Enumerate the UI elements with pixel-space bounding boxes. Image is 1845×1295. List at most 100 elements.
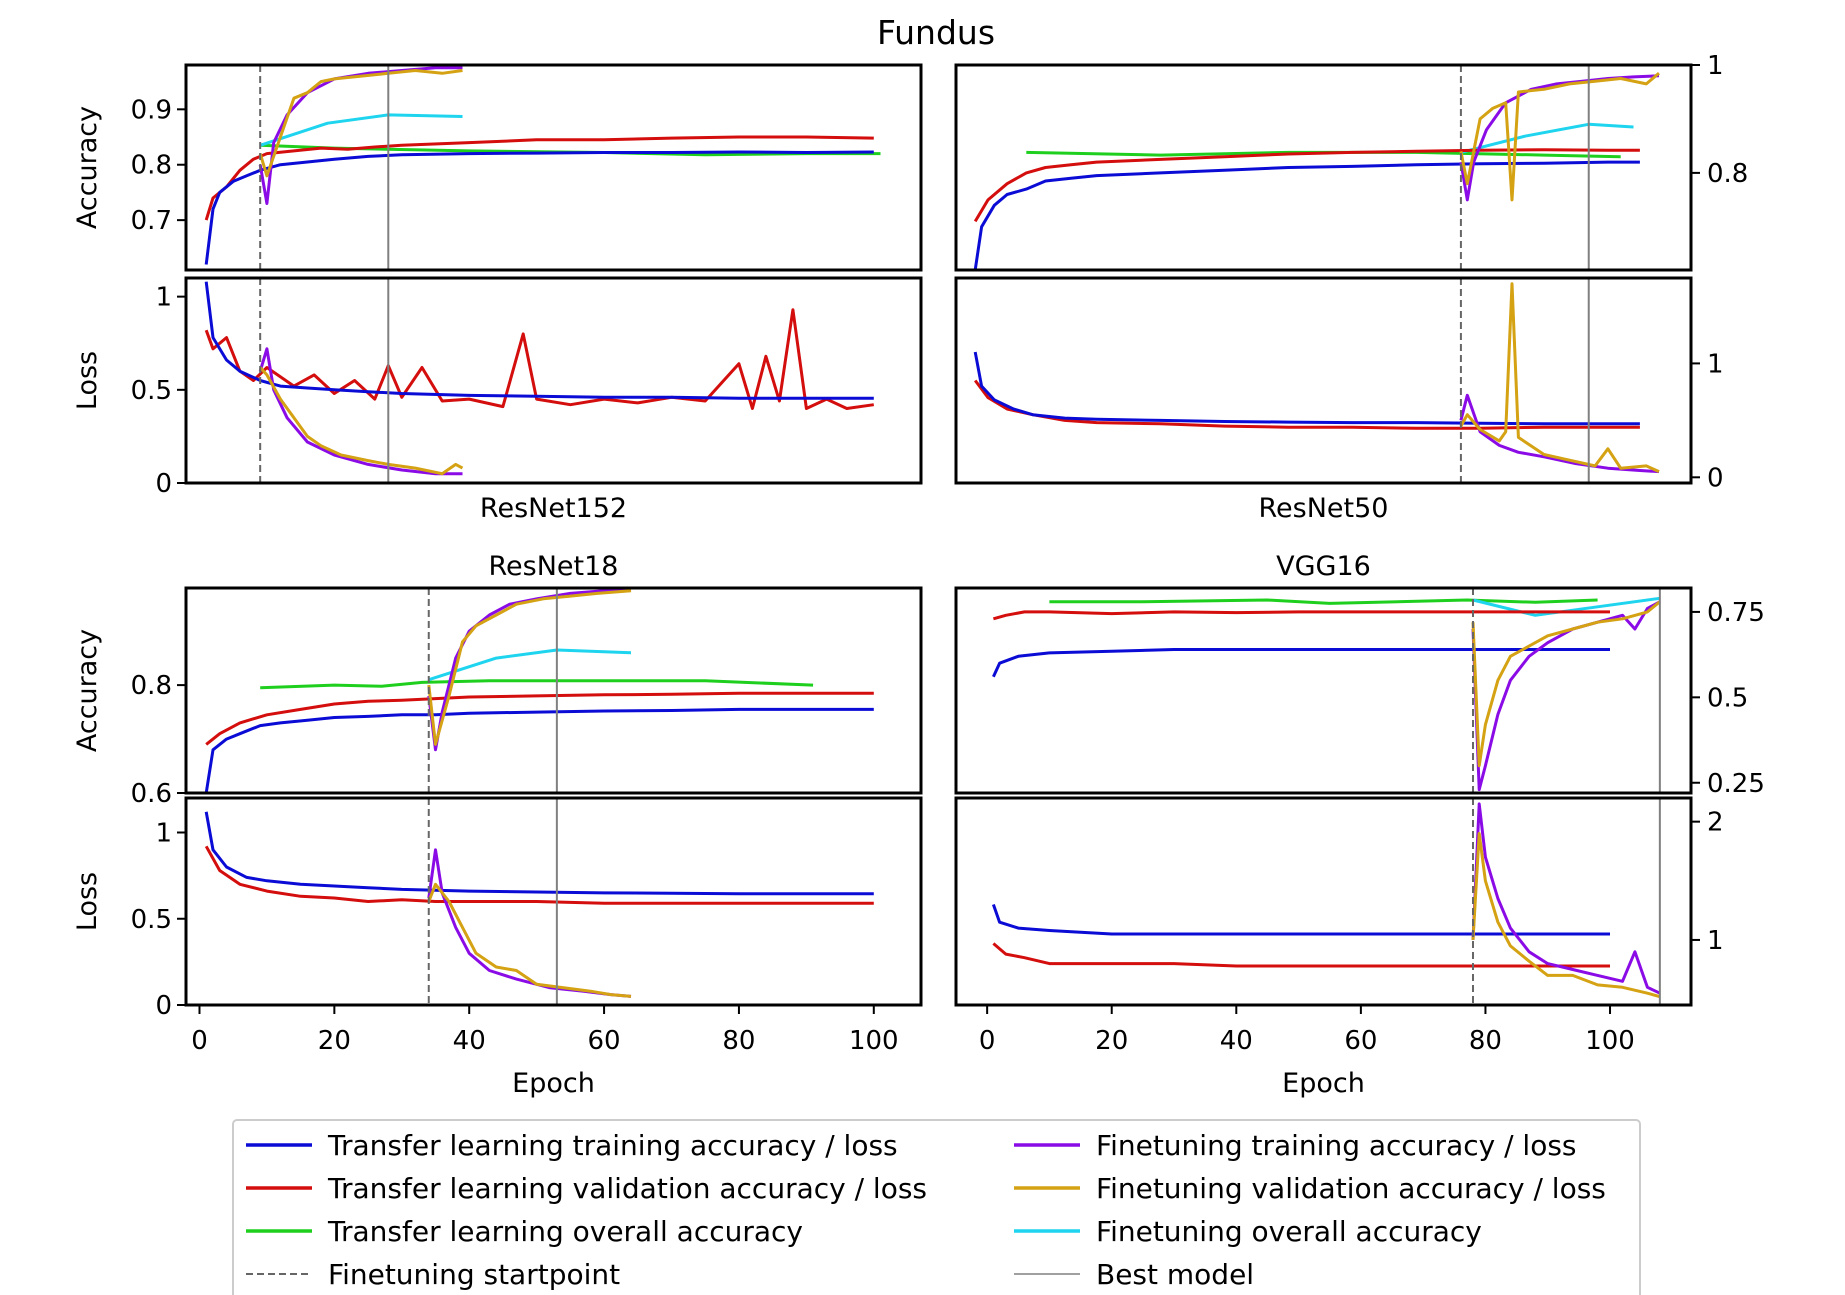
figure-title: Fundus: [877, 13, 995, 52]
vgg16-xlabel: Epoch: [1282, 1068, 1365, 1099]
resnet152-loss-finetune-val-line: [259, 366, 464, 476]
resnet18-xtick-label: 80: [722, 1026, 755, 1056]
resnet18-loss-transfer-val-line: [204, 845, 874, 905]
resnet18-loss-ytick-label: 1: [155, 819, 172, 849]
resnet152-accuracy-ylabel: Accuracy: [72, 106, 103, 229]
resnet50-accuracy-finetune-train-line: [1459, 74, 1660, 202]
resnet50-accuracy-frame: [954, 63, 1693, 272]
resnet152-loss-transfer-train-line: [204, 281, 874, 400]
legend-label: Finetuning overall accuracy: [1096, 1215, 1482, 1248]
resnet152-model-label: ResNet152: [480, 493, 627, 524]
vgg16-xtick-label: 20: [1095, 1026, 1128, 1056]
vgg16-loss-transfer-train-line: [991, 904, 1610, 936]
resnet50-accuracy-transfer-train-line: [973, 160, 1640, 270]
vgg16-xtick-label: 0: [979, 1026, 996, 1056]
resnet50-accuracy-plot: 0.81: [954, 51, 1748, 272]
resnet18-accuracy-ytick-label: 0.6: [131, 779, 172, 809]
vgg16-accuracy-finetune-val-line: [1471, 600, 1661, 768]
resnet152-accuracy-frame: [184, 63, 923, 272]
vgg16-loss-transfer-val-line: [992, 942, 1610, 968]
resnet152-loss-plot: 0 0.5 1 Loss: [72, 276, 923, 499]
vgg16-accuracy-ytick-label: 0.75: [1707, 598, 1765, 628]
resnet50-loss-plot: 01: [954, 276, 1724, 493]
resnet50-loss-ytick-label: 1: [1707, 349, 1724, 379]
vgg16-loss-finetune-train-line: [1471, 802, 1661, 995]
legend-frame: [232, 1119, 1641, 1295]
resnet152-loss-ylabel: Loss: [72, 351, 103, 410]
vgg16-accuracy-frame: [954, 586, 1693, 795]
legend-entries: Transfer learning training accuracy / lo…: [246, 1129, 1606, 1291]
resnet18-xtick-label: 40: [453, 1026, 486, 1056]
legend-label: Best model: [1096, 1258, 1254, 1291]
resnet50-accuracy-finetune-overall-line: [1460, 122, 1634, 154]
resnet18-xtick-label: 60: [588, 1026, 621, 1056]
vgg16-accuracy-plot: 0.25 0.5 0.75: [954, 586, 1765, 799]
vgg16-model-label: VGG16: [1276, 551, 1371, 582]
vgg16-loss-ytick-label: 1: [1707, 926, 1724, 956]
resnet50-accuracy-ytick-label: 1: [1707, 51, 1724, 81]
legend-label: Finetuning validation accuracy / loss: [1096, 1172, 1606, 1205]
vgg16-xtick-label: 60: [1344, 1026, 1377, 1056]
legend-label: Transfer learning validation accuracy / …: [327, 1172, 927, 1205]
resnet152-accuracy-ytick-label: 0.9: [131, 95, 172, 125]
vgg16-accuracy-transfer-train-line: [992, 648, 1610, 678]
resnet152-accuracy-plot: 0.7 0.8 0.9 Accuracy: [72, 63, 923, 272]
vgg16-loss-ytick-label: 2: [1707, 808, 1724, 838]
resnet152-loss-ytick-label: 0: [155, 469, 172, 499]
resnet50-model-label: ResNet50: [1259, 493, 1389, 524]
resnet50-loss-frame: [954, 276, 1693, 485]
resnet152-loss-finetune-train-line: [258, 347, 463, 476]
resnet50-loss-finetune-val-line: [1459, 282, 1660, 473]
resnet18-accuracy-frame: [184, 586, 923, 795]
resnet18-loss-frame: [184, 796, 923, 1007]
resnet18-accuracy-ylabel: Accuracy: [72, 629, 103, 752]
resnet152-loss-transfer-val-line: [204, 308, 875, 410]
resnet18-accuracy-finetune-val-line: [427, 589, 632, 746]
panel-resnet152: 0.7 0.8 0.9 Accuracy 0 0.5 1 Loss ResNet152: [72, 63, 923, 524]
resnet18-loss-ytick-label: 0.5: [131, 905, 172, 935]
resnet18-loss-transfer-train-line: [204, 811, 874, 896]
resnet50-loss-finetune-train-line: [1459, 393, 1660, 474]
resnet50-loss-ytick-label: 0: [1707, 463, 1724, 493]
resnet18-accuracy-transfer-val-line: [205, 691, 874, 746]
resnet18-loss-ylabel: Loss: [72, 872, 103, 931]
vgg16-accuracy-transfer-overall-line: [1049, 598, 1598, 605]
vgg16-xtick-label: 100: [1585, 1026, 1635, 1056]
vgg16-accuracy-finetune-train-line: [1471, 600, 1661, 792]
resnet152-loss-ytick-label: 0.5: [131, 376, 172, 406]
vgg16-loss-frame: [954, 796, 1693, 1007]
resnet18-accuracy-ytick-label: 0.8: [131, 671, 172, 701]
legend-label: Transfer learning overall accuracy: [327, 1215, 803, 1248]
resnet18-xlabel: Epoch: [512, 1068, 595, 1099]
legend: Transfer learning training accuracy / lo…: [232, 1119, 1641, 1295]
resnet18-accuracy-transfer-overall-line: [260, 679, 814, 690]
resnet152-loss-frame: [184, 276, 923, 485]
resnet18-xtick-label: 0: [191, 1026, 208, 1056]
resnet152-accuracy-transfer-train-line: [204, 150, 874, 265]
legend-label: Finetuning training accuracy / loss: [1096, 1129, 1577, 1162]
resnet152-accuracy-ytick-label: 0.7: [131, 206, 172, 236]
resnet18-xtick-label: 100: [849, 1026, 899, 1056]
resnet152-accuracy-ytick-label: 0.8: [131, 151, 172, 181]
resnet152-accuracy-finetune-overall-line: [259, 113, 463, 147]
resnet152-accuracy-finetune-train-line: [258, 66, 463, 205]
resnet18-model-label: ResNet18: [489, 551, 619, 582]
vgg16-loss-plot: 12: [954, 796, 1724, 1007]
resnet152-accuracy-finetune-val-line: [258, 69, 463, 178]
resnet152-accuracy-transfer-val-line: [204, 135, 874, 221]
resnet18-accuracy-plot: 0.6 0.8 Accuracy: [72, 586, 923, 809]
resnet152-loss-ytick-label: 1: [155, 283, 172, 313]
panel-resnet18: 0.6 0.8 Accuracy 0 0.5 1 Loss 0 20 40 60 80 100 Epoch…: [72, 551, 923, 1099]
resnet50-accuracy-finetune-val-line: [1459, 71, 1660, 202]
resnet18-accuracy-transfer-train-line: [204, 707, 874, 793]
resnet50-loss-transfer-train-line: [973, 351, 1640, 426]
resnet50-accuracy-ytick-label: 0.8: [1707, 159, 1748, 189]
resnet18-accuracy-finetune-overall-line: [428, 648, 632, 682]
resnet18-loss-ytick-label: 0: [155, 991, 172, 1021]
vgg16-accuracy-transfer-val-line: [992, 610, 1610, 621]
resnet50-accuracy-transfer-val-line: [973, 148, 1640, 223]
resnet18-loss-plot: 0 0.5 1 Loss: [72, 796, 923, 1021]
resnet18-xtick-label: 20: [318, 1026, 351, 1056]
